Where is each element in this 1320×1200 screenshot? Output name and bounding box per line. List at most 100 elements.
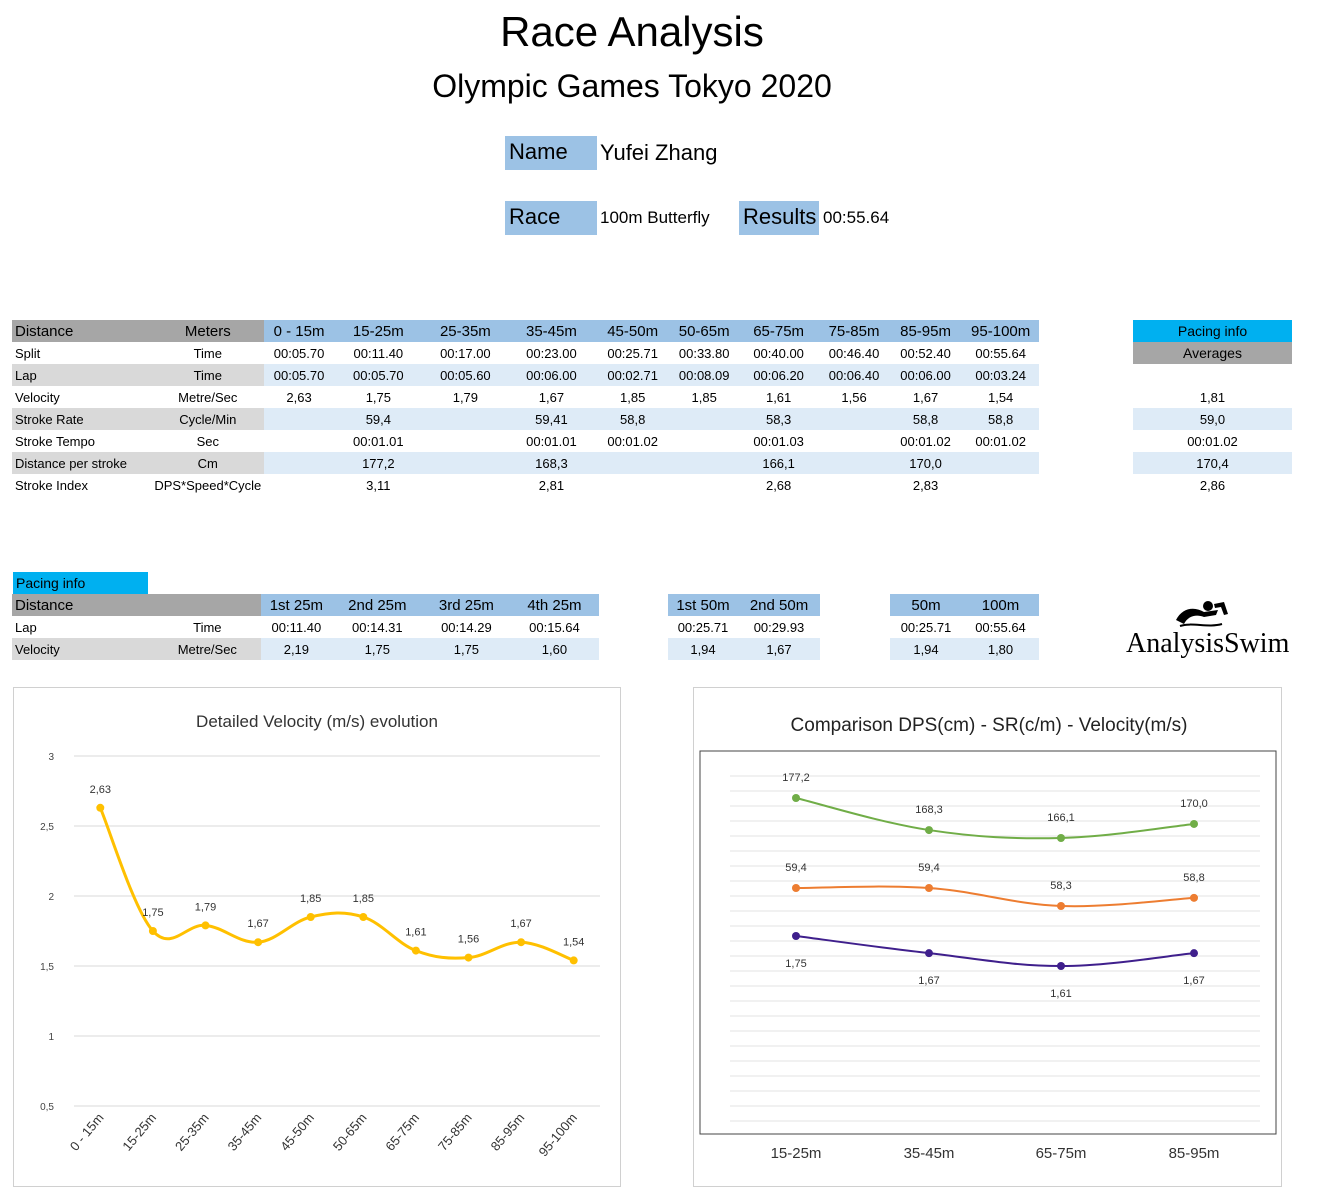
average-value: 2,86 [1199, 477, 1226, 493]
header-distance: Distance [12, 320, 152, 342]
data-point [517, 938, 526, 947]
page-subtitle: Olympic Games Tokyo 2020 [432, 68, 832, 104]
chart-title: Detailed Velocity (m/s) evolution [196, 712, 438, 731]
data-label: 59,4 [785, 862, 806, 874]
comparison-chart: Comparison DPS(cm) - SR(c/m) - Velocity(… [699, 715, 1277, 1162]
cell [670, 408, 739, 430]
data-label: 168,3 [915, 804, 943, 816]
cell [962, 474, 1039, 496]
cell [422, 408, 508, 430]
cell: 170,0 [888, 452, 963, 474]
cell: 00:01.02 [900, 433, 951, 449]
cell: 1,79 [452, 389, 479, 405]
row-unit: Time [193, 619, 222, 635]
data-label: 2,63 [90, 784, 111, 796]
cell: 00:55.64 [975, 345, 1026, 361]
data-point [464, 953, 473, 962]
data-point [1190, 949, 1198, 958]
cell: 168,3 [507, 452, 595, 474]
cell: 1,94 [668, 638, 738, 660]
cell: 00:08.09 [670, 364, 739, 386]
data-point [254, 938, 263, 947]
table-row: Lap Time 00:11.40 00:14.31 00:14.29 00:1… [12, 616, 599, 638]
cell: 00:25.71 [607, 345, 658, 361]
y-tick-label: 3 [48, 752, 54, 763]
row-label: Stroke Index [15, 477, 88, 493]
cell: 00:52.40 [900, 345, 951, 361]
cell: 2,63 [286, 389, 312, 405]
cell: 1,85 [691, 389, 717, 405]
cell [264, 474, 334, 496]
page-title: Race Analysis [500, 8, 764, 55]
header-segment: 85-95m [888, 320, 963, 342]
pacing-header-half: 1st 50m [668, 594, 738, 616]
data-point [96, 803, 105, 812]
swimmer-icon [1176, 601, 1228, 627]
x-tick-label: 15-25m [119, 1110, 159, 1153]
cell [819, 408, 889, 430]
velocity-chart-panel: Detailed Velocity (m/s) evolution 0,5 1 1,5… [13, 687, 621, 1187]
cell: 00:15.64 [529, 619, 580, 635]
data-point [792, 884, 800, 892]
cell: 00:11.40 [271, 619, 322, 635]
averages-title: Pacing info [1133, 320, 1292, 342]
cell: 00:14.31 [352, 619, 403, 635]
cell: 00:03.24 [962, 364, 1039, 386]
name-label: Name [505, 136, 597, 170]
data-label: 166,1 [1047, 812, 1075, 824]
pacing-header-cumul: 100m [962, 594, 1039, 616]
data-label: 1,79 [195, 901, 216, 913]
cell: 00:23.00 [526, 345, 577, 361]
cell [595, 474, 670, 496]
data-point [925, 884, 933, 892]
data-point [569, 956, 578, 965]
data-point [1057, 834, 1065, 842]
cell: 00:05.60 [422, 364, 508, 386]
data-point [1057, 902, 1065, 910]
data-point [792, 932, 800, 940]
cell: 00:25.71 [900, 619, 952, 635]
cell: 00:05.70 [264, 364, 334, 386]
velocity-chart: Detailed Velocity (m/s) evolution 0,5 1 1,5… [40, 712, 600, 1159]
cell [423, 474, 508, 496]
header-segment: 25-35m [422, 320, 508, 342]
cell: 00:55.64 [975, 619, 1026, 635]
cell: 58,3 [738, 408, 820, 430]
data-label: 170,0 [1180, 798, 1208, 810]
cell: 58,8 [888, 408, 963, 430]
cell [422, 452, 508, 474]
row-unit: Sec [196, 433, 219, 449]
cell [819, 474, 889, 496]
data-label: 59,4 [918, 862, 939, 874]
data-label: 1,67 [247, 918, 268, 930]
cell: 00:06.00 [507, 364, 595, 386]
cell: 59,4 [333, 408, 423, 430]
cell: 00:01.03 [753, 433, 804, 449]
data-label: 1,67 [1183, 975, 1204, 987]
header-segment: 0 - 15m [264, 320, 334, 342]
race-value: 100m Butterfly [600, 208, 710, 227]
averages-table: Pacing info Averages 1,81 59,0 00:01.02 170… [1133, 320, 1292, 496]
data-label: 58,3 [1050, 880, 1071, 892]
cell: 00:02.71 [594, 364, 671, 386]
average-value: 170,4 [1133, 452, 1292, 474]
cell: 1,94 [890, 638, 962, 660]
cell: 1,60 [509, 638, 599, 660]
header-meters: Meters [151, 320, 265, 342]
x-tick-label: 50-65m [330, 1110, 370, 1153]
table-row: Stroke Rate Cycle/Min 59,4 59,41 58,8 58,3 58,… [12, 408, 1039, 430]
table-header-row: Distance Meters 0 - 15m 15-25m 25-35m 35… [12, 320, 1039, 342]
cell: 1,85 [620, 389, 646, 405]
pacing-header-quarter: 1st 25m [260, 594, 332, 616]
header-segment: 15-25m [333, 320, 423, 342]
row-unit: Metre/Sec [153, 638, 261, 660]
cell [819, 452, 889, 474]
y-tick-label: 2,5 [40, 822, 54, 833]
x-tick-label: 85-95m [488, 1110, 528, 1153]
pacing-cumulative-table: 50m 100m 00:25.71 00:55.64 1,94 1,80 [890, 594, 1039, 660]
cell: 00:17.00 [440, 345, 491, 361]
row-label: Velocity [15, 389, 60, 405]
cell: 00:14.29 [441, 619, 492, 635]
cell: 1,75 [365, 389, 391, 405]
x-tick-label: 0 - 15m [67, 1110, 107, 1153]
